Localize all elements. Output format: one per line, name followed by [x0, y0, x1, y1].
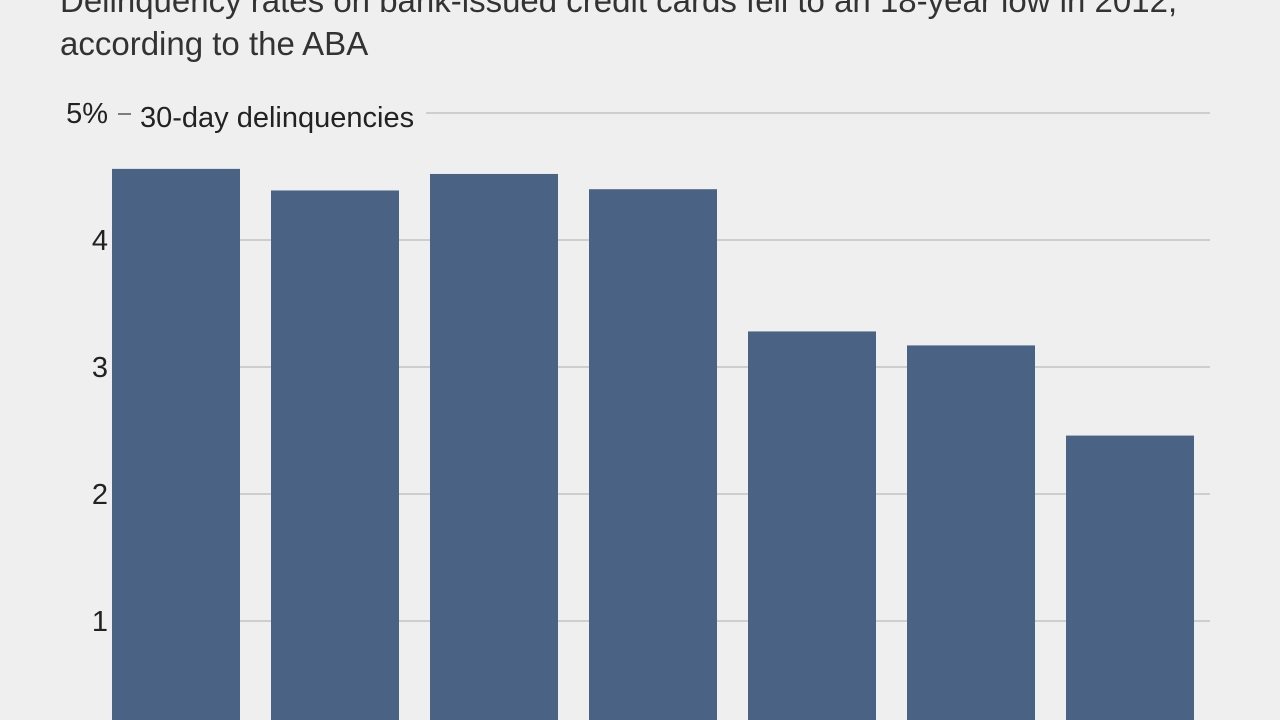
- axis-subtitle: 30-day delinquencies: [140, 102, 414, 134]
- bar: [112, 168, 240, 720]
- bar: [430, 173, 558, 720]
- chart-title: Delinquency rates on bank-issued credit …: [60, 0, 1177, 62]
- y-tick-label: 2: [92, 479, 108, 511]
- y-tick-label: 1: [92, 606, 108, 638]
- bar: [907, 345, 1035, 720]
- bar: [589, 189, 717, 720]
- y-tick-label: 3: [92, 352, 108, 384]
- bar: [271, 190, 399, 720]
- y-tick-label: 5%: [66, 98, 108, 130]
- bar: [748, 331, 876, 720]
- y-tick-label: 4: [92, 225, 108, 257]
- bar: [1066, 435, 1194, 720]
